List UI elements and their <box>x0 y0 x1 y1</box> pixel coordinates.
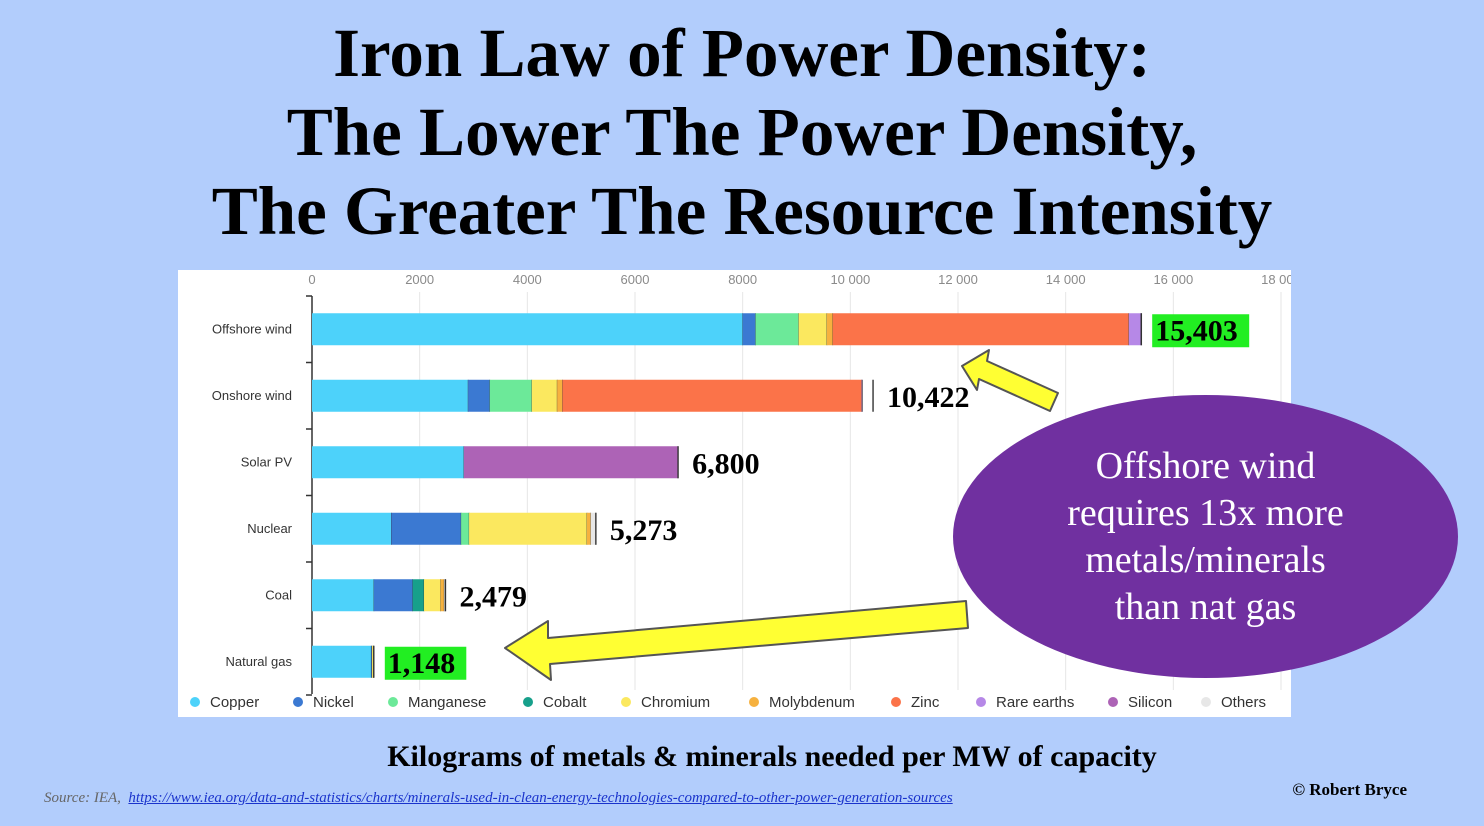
bar-segment <box>312 645 372 678</box>
bar-segment <box>586 512 591 545</box>
bar-segment <box>372 645 374 678</box>
legend-label: Molybdenum <box>769 694 855 711</box>
legend-swatch <box>523 697 533 707</box>
bar-segment <box>461 512 470 545</box>
legend-swatch <box>891 697 901 707</box>
bar-segment <box>469 512 587 545</box>
bar-segment <box>312 579 374 612</box>
category-label: Onshore wind <box>212 388 292 403</box>
legend-label: Others <box>1221 694 1266 711</box>
legend-label: Zinc <box>911 694 940 711</box>
bar-segment <box>531 379 558 412</box>
category-label: Nuclear <box>247 521 292 536</box>
slide-title: Iron Law of Power Density: The Lower The… <box>0 14 1484 251</box>
x-tick-label: 6000 <box>621 272 650 287</box>
legend-swatch <box>293 697 303 707</box>
title-line-1: Iron Law of Power Density: <box>333 15 1151 91</box>
title-line-2: The Lower The Power Density, <box>286 94 1198 170</box>
x-tick-label: 10 000 <box>830 272 870 287</box>
legend-swatch <box>388 697 398 707</box>
bar-segment <box>371 645 373 678</box>
legend-swatch <box>749 697 759 707</box>
legend-swatch <box>1201 697 1211 707</box>
bar-segment <box>312 512 392 545</box>
legend-swatch <box>621 697 631 707</box>
bar-segment <box>562 379 862 412</box>
total-label: 6,800 <box>692 447 760 480</box>
bar-segment <box>312 446 464 479</box>
bar-segment <box>557 379 563 412</box>
legend-swatch <box>190 697 200 707</box>
bar-segment <box>391 512 462 545</box>
callout-line-2: requires 13x more <box>1067 491 1344 534</box>
category-label: Solar PV <box>241 454 293 469</box>
total-label: 10,422 <box>887 381 970 414</box>
callout-line-1: Offshore wind <box>1095 444 1316 487</box>
source-prefix: Source: IEA, <box>44 790 121 806</box>
bar-segment <box>312 379 469 412</box>
x-tick-label: 12 000 <box>938 272 978 287</box>
total-label: 1,148 <box>388 647 456 680</box>
total-highlight <box>384 646 467 680</box>
callout-line-4: than nat gas <box>1114 585 1297 628</box>
bar-segment <box>489 379 532 412</box>
category-label: Coal <box>265 587 292 602</box>
bar-segment <box>424 579 441 612</box>
bar-segment <box>861 379 863 412</box>
source-link[interactable]: https://www.iea.org/data-and-statistics/… <box>128 790 953 806</box>
total-label: 2,479 <box>459 580 527 613</box>
legend-swatch <box>976 697 986 707</box>
title-line-3: The Greater The Resource Intensity <box>211 173 1273 249</box>
category-label: Offshore wind <box>212 321 292 336</box>
source-note: Source: IEA, https://www.iea.org/data-an… <box>44 790 953 807</box>
bar-segment <box>742 313 756 346</box>
x-tick-label: 0 <box>308 272 315 287</box>
callout-line-3: metals/minerals <box>1085 538 1326 581</box>
copyright-notice: © Robert Bryce <box>1292 780 1407 799</box>
x-tick-label: 16 000 <box>1153 272 1193 287</box>
bar-segment <box>755 313 799 346</box>
category-label: Natural gas <box>226 654 293 669</box>
legend-label: Chromium <box>641 694 710 711</box>
legend-label: Manganese <box>408 694 486 711</box>
bar-segment <box>798 313 827 346</box>
legend-swatch <box>1108 697 1118 707</box>
x-tick-label: 18 000 <box>1261 272 1291 287</box>
bar-segment <box>1128 313 1142 346</box>
callout-bubble: Offshore wind requires 13x more metals/m… <box>953 395 1458 678</box>
x-tick-label: 4000 <box>513 272 542 287</box>
bar-segment <box>826 313 833 346</box>
legend-label: Rare earths <box>996 694 1074 711</box>
legend-label: Cobalt <box>543 694 587 711</box>
bar-segment <box>468 379 490 412</box>
bar-segment <box>373 579 413 612</box>
total-highlight <box>1152 314 1250 348</box>
x-tick-label: 2000 <box>405 272 434 287</box>
legend-label: Copper <box>210 694 259 711</box>
bar-segment <box>463 446 679 479</box>
legend-label: Nickel <box>313 694 354 711</box>
chart-caption: Kilograms of metals & minerals needed pe… <box>387 740 1157 773</box>
x-tick-label: 14 000 <box>1046 272 1086 287</box>
bar-segment <box>412 579 425 612</box>
bar-segment <box>590 512 596 545</box>
total-label: 15,403 <box>1155 314 1238 347</box>
legend-label: Silicon <box>1128 694 1172 711</box>
total-label: 5,273 <box>610 514 678 547</box>
bar-segment <box>312 313 743 346</box>
x-tick-label: 8000 <box>728 272 757 287</box>
bar-segment <box>440 579 445 612</box>
bar-segment <box>832 313 1129 346</box>
